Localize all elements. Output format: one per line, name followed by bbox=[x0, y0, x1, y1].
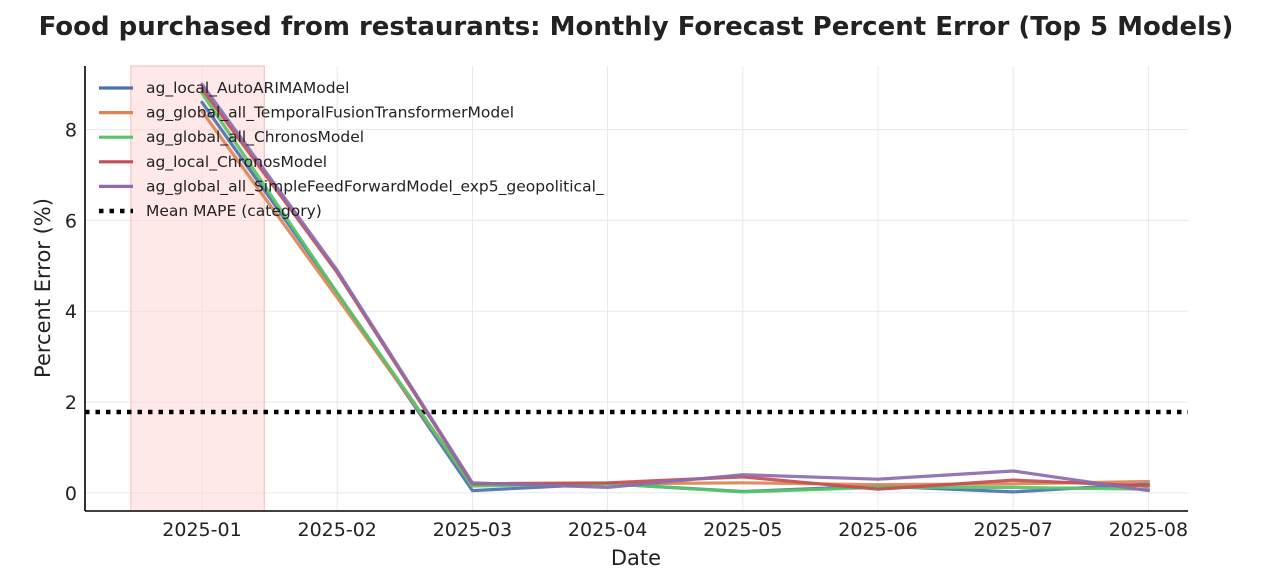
legend-label: ag_global_all_TemporalFusionTransformerM… bbox=[146, 104, 514, 123]
legend-label: ag_global_all_ChronosModel bbox=[146, 128, 364, 147]
chart-title: Food purchased from restaurants: Monthly… bbox=[39, 12, 1234, 42]
x-axis-title: Date bbox=[611, 546, 661, 570]
y-tick-label: 0 bbox=[65, 483, 77, 505]
y-tick-label: 6 bbox=[65, 210, 77, 232]
series-layer bbox=[200, 82, 1151, 494]
legend-label: ag_local_AutoARIMAModel bbox=[146, 79, 349, 98]
y-tick-label: 2 bbox=[65, 392, 77, 414]
x-tick-label: 2025-04 bbox=[568, 519, 647, 541]
legend-label: ag_global_all_SimpleFeedForwardModel_exp… bbox=[146, 177, 604, 196]
x-tick-label: 2025-06 bbox=[838, 519, 917, 541]
legend-label: ag_local_ChronosModel bbox=[146, 153, 327, 172]
y-tick-label: 8 bbox=[65, 120, 77, 142]
series-line-ag_global_all_SimpleFeedForwardModel_exp5_geopolitical_ bbox=[200, 82, 1151, 493]
series-line-ag_global_all_ChronosModel bbox=[200, 91, 1151, 494]
x-tick-label: 2025-02 bbox=[298, 519, 377, 541]
x-tick-label: 2025-03 bbox=[433, 519, 512, 541]
series-line-ag_local_ChronosModel bbox=[200, 87, 1151, 491]
legend: ag_local_AutoARIMAModel ag_global_all_Tem… bbox=[99, 79, 604, 220]
x-tick-label: 2025-01 bbox=[162, 519, 241, 541]
grid bbox=[85, 66, 1188, 511]
x-tick-label: 2025-08 bbox=[1109, 519, 1188, 541]
y-tick-labels: 0 2 4 6 8 bbox=[65, 120, 77, 505]
y-axis-title: Percent Error (%) bbox=[31, 198, 55, 378]
x-tick-labels: 2025-01 2025-02 2025-03 2025-04 2025-05 2025-… bbox=[162, 519, 1188, 541]
y-tick-label: 4 bbox=[65, 301, 77, 323]
series-line-ag_global_all_TemporalFusionTransformerModel bbox=[200, 109, 1151, 487]
legend-label: Mean MAPE (category) bbox=[146, 202, 322, 220]
x-tick-label: 2025-05 bbox=[703, 519, 782, 541]
series-line-ag_local_AutoARIMAModel bbox=[200, 100, 1151, 494]
x-tick-label: 2025-07 bbox=[974, 519, 1053, 541]
axes bbox=[84, 66, 1188, 512]
